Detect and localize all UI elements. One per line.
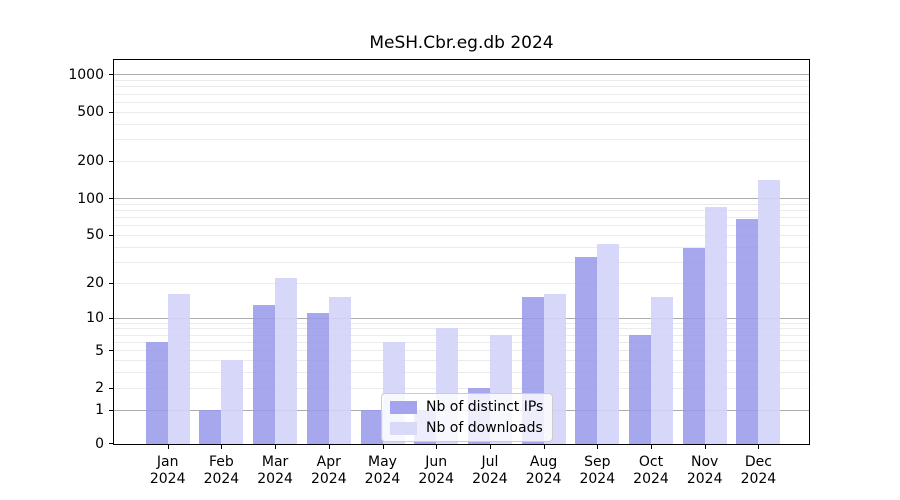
grid-minor-line — [114, 86, 809, 88]
x-tick-label: Oct 2024 — [633, 454, 669, 487]
legend-label: Nb of distinct IPs — [426, 399, 544, 415]
x-axis-tick — [221, 445, 223, 449]
y-axis-tick — [109, 350, 113, 352]
grid-minor-line — [114, 139, 809, 141]
x-tick-label: Nov 2024 — [686, 454, 723, 487]
y-axis-tick — [109, 74, 113, 76]
x-axis-tick — [543, 445, 545, 449]
grid-major-line — [114, 74, 809, 76]
x-axis-tick — [758, 445, 760, 449]
grid-minor-line — [114, 160, 809, 162]
bar-distinct-ips — [682, 248, 705, 444]
y-tick-label: 0 — [95, 435, 104, 452]
x-tick-label: Aug 2024 — [525, 454, 562, 487]
grid-minor-line — [114, 80, 809, 82]
bar-downloads — [758, 180, 781, 444]
y-axis-tick — [109, 317, 113, 319]
x-tick-label: Apr 2024 — [310, 454, 347, 487]
legend-swatch-distinct-ips — [390, 400, 417, 414]
grid-minor-line — [114, 225, 809, 227]
grid-minor-line — [114, 93, 809, 95]
x-tick-label: Mar 2024 — [257, 454, 293, 487]
grid-minor-line — [114, 387, 809, 389]
legend-row: Nb of distinct IPs — [390, 399, 544, 415]
x-axis-tick — [489, 445, 491, 449]
grid-minor-line — [114, 328, 809, 330]
grid-minor-line — [114, 360, 809, 362]
y-tick-label: 500 — [77, 104, 104, 121]
grid-minor-line — [114, 217, 809, 219]
y-tick-label: 1 — [95, 402, 104, 419]
x-tick-label: Sep 2024 — [579, 454, 616, 487]
grid-minor-line — [114, 203, 809, 205]
x-tick-label: Jan 2024 — [149, 454, 186, 487]
bar-downloads — [275, 277, 298, 444]
bar-downloads — [597, 244, 620, 444]
bar-downloads — [651, 297, 673, 444]
y-axis-tick — [109, 111, 113, 113]
grid-minor-line — [114, 123, 809, 125]
y-axis-tick — [109, 234, 113, 236]
y-tick-label: 100 — [77, 190, 104, 207]
y-tick-label: 10 — [86, 310, 104, 327]
y-tick-label: 200 — [77, 153, 104, 170]
x-axis-tick — [436, 445, 438, 449]
bar-distinct-ips — [575, 256, 598, 444]
x-axis-tick — [328, 445, 330, 449]
grid-minor-line — [114, 334, 809, 336]
grid-minor-line — [114, 111, 809, 113]
y-tick-label: 1000 — [68, 66, 104, 83]
grid-minor-line — [114, 350, 809, 352]
y-tick-label: 2 — [95, 380, 104, 397]
x-axis-tick — [651, 445, 652, 449]
bar-downloads — [221, 360, 244, 444]
legend-swatch-downloads — [390, 421, 417, 435]
y-axis-tick — [109, 443, 113, 444]
x-axis-tick — [167, 445, 169, 449]
grid-major-line — [114, 317, 809, 319]
grid-minor-line — [114, 282, 809, 284]
y-axis-tick — [109, 198, 113, 200]
x-tick-label: Feb 2024 — [203, 454, 240, 487]
grid-minor-line — [114, 246, 809, 248]
y-tick-label: 20 — [86, 275, 104, 292]
grid-minor-line — [114, 342, 809, 344]
grid-minor-line — [114, 372, 809, 374]
y-axis-tick — [109, 409, 113, 411]
plot-area: 0 1 2 5 10 20 50 100 200 500 1000 Jan 2024 Feb 2024 M… — [68, 59, 810, 487]
x-tick-label: Dec 2024 — [740, 454, 777, 487]
x-tick-label: Jun 2024 — [418, 454, 454, 487]
bar-distinct-ips — [360, 409, 383, 444]
x-axis-tick — [704, 445, 706, 449]
grid-minor-line — [114, 209, 809, 211]
y-axis-tick — [109, 160, 113, 162]
legend-label: Nb of downloads — [426, 420, 543, 436]
legend: Nb of distinct IPs Nb of downloads — [381, 393, 553, 442]
x-tick-label: Jul 2024 — [472, 454, 508, 487]
grid-minor-line — [114, 322, 809, 324]
grid-minor-line — [114, 101, 809, 103]
bar-downloads — [328, 297, 351, 444]
bar-downloads — [167, 294, 190, 444]
x-tick-label: May 2024 — [364, 454, 401, 487]
bar-downloads — [704, 206, 727, 444]
bar-distinct-ips — [306, 312, 329, 444]
x-axis-tick — [597, 445, 599, 449]
grid-major-line — [114, 198, 809, 200]
bar-distinct-ips — [253, 304, 276, 444]
bar-distinct-ips — [145, 342, 168, 444]
legend-row: Nb of downloads — [390, 420, 544, 436]
bar-distinct-ips — [736, 218, 759, 444]
y-tick-label: 5 — [95, 342, 104, 359]
y-axis-tick — [109, 387, 113, 389]
chart-title: MeSH.Cbr.eg.db 2024 — [369, 33, 554, 53]
x-axis-tick — [382, 445, 384, 449]
y-tick-label: 50 — [86, 227, 104, 244]
y-axis-tick — [109, 282, 113, 284]
bar-distinct-ips — [199, 409, 222, 444]
x-axis-tick — [275, 445, 277, 449]
bar-distinct-ips — [629, 334, 651, 444]
grid-minor-line — [114, 234, 809, 236]
grid-minor-line — [114, 261, 809, 263]
